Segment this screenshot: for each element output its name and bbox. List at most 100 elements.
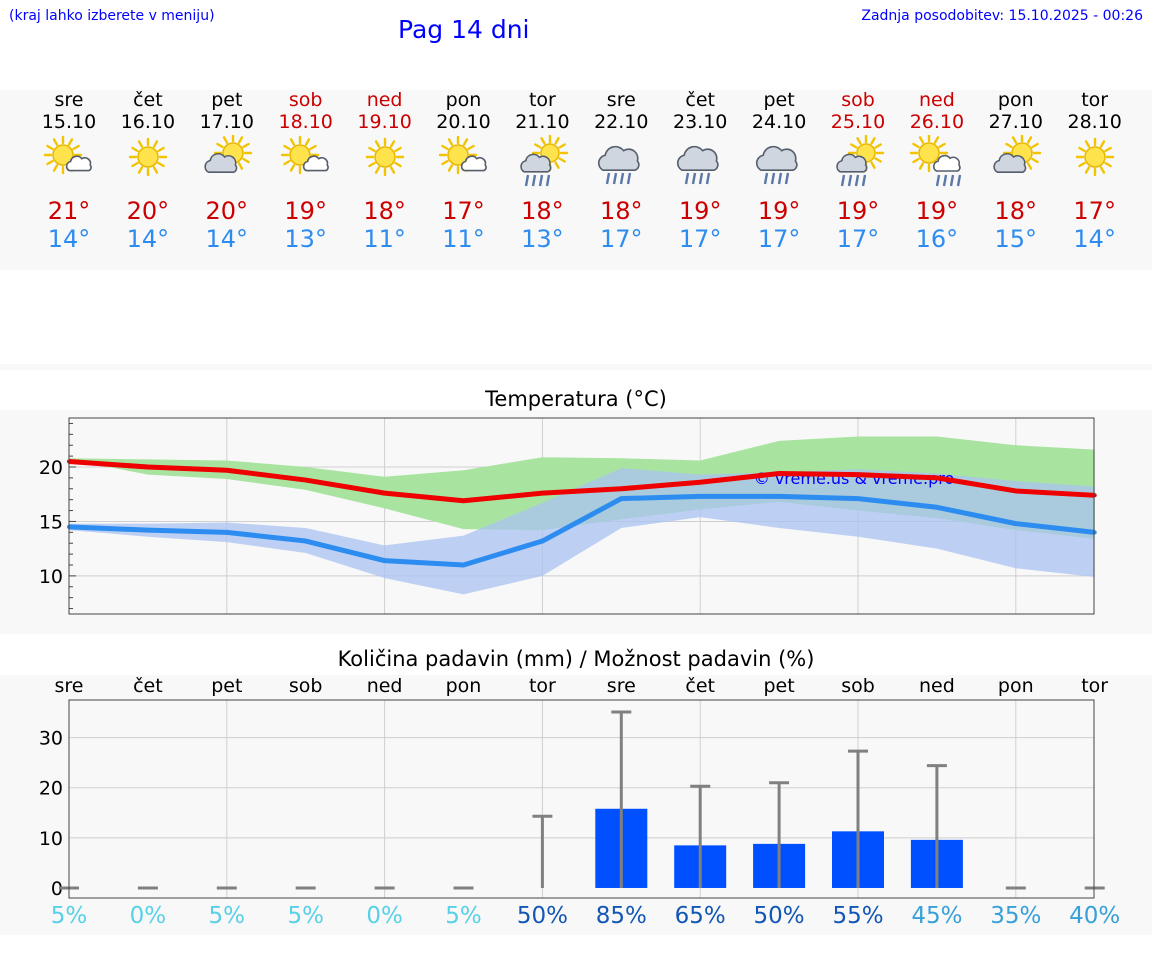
min-temperature: 11°: [442, 225, 485, 253]
min-temp-point: [698, 494, 703, 499]
min-temp-point: [934, 505, 939, 510]
day-date: 21.10: [515, 111, 570, 133]
min-temp-point: [224, 530, 229, 535]
min-temperature: 17°: [678, 225, 722, 253]
day-date: 23.10: [672, 111, 728, 133]
max-temperature: 18°: [363, 197, 406, 225]
precip-error-bar: [532, 814, 553, 888]
day-header: pet 24.10: [734, 88, 824, 132]
sun-icon: [1075, 137, 1114, 177]
precip-day-label: pon: [997, 675, 1034, 697]
day-date: 20.10: [436, 111, 491, 133]
section-divider: [0, 364, 1152, 370]
min-temperature: 15°: [994, 225, 1038, 253]
precip-error-bar: [611, 710, 632, 888]
precip-probability: 40%: [1069, 903, 1121, 929]
day-name: sob: [841, 89, 875, 111]
max-temperature: 18°: [521, 197, 564, 225]
precip-day-label: sre: [606, 675, 636, 697]
max-temp-point: [461, 498, 466, 503]
day-date: 15.10: [41, 111, 97, 133]
day-date: 28.10: [1067, 111, 1122, 133]
day-header: ned 19.10: [340, 88, 430, 132]
day-name: čet: [685, 89, 715, 111]
max-temp-line: [68, 459, 1095, 504]
day-date: 27.10: [988, 111, 1043, 133]
min-temp-point: [540, 539, 545, 544]
precip-day-label: čet: [133, 675, 163, 697]
max-temp-point: [856, 472, 860, 477]
min-temperature: 14°: [1073, 225, 1116, 253]
min-temperature: 13°: [521, 225, 564, 253]
min-temp-line: [68, 493, 1095, 568]
precip-probability: 0%: [129, 903, 167, 929]
max-temperature: 20°: [205, 197, 249, 225]
precipitation-chart-title: Količina padavin (mm) / Možnost padavin …: [337, 647, 815, 671]
day-name: sre: [54, 89, 84, 111]
max-temp-point: [540, 491, 545, 496]
precip-probability: 65%: [674, 903, 726, 929]
precip-error-bar: [769, 781, 790, 888]
location-hint: (kraj lahko izberete v meniju): [9, 8, 215, 24]
max-temp-point: [934, 475, 939, 480]
precip-day-label: tor: [1081, 675, 1109, 697]
day-name: pet: [763, 89, 795, 111]
min-temp-point: [382, 558, 387, 563]
cloud-sun-icon: [993, 135, 1041, 173]
precip-probability: 35%: [990, 903, 1042, 929]
day-header: ned 26.10: [892, 88, 982, 132]
precip-day-label: tor: [528, 675, 556, 697]
precip-probability: 85%: [595, 903, 647, 929]
day-name: sob: [288, 89, 323, 111]
day-name: ned: [918, 89, 955, 111]
precip-probability: 5%: [445, 903, 482, 929]
min-temperature: 16°: [915, 225, 959, 253]
precip-probability: 55%: [832, 903, 884, 929]
precip-probability: 0%: [366, 903, 403, 929]
day-date: 22.10: [594, 111, 649, 133]
cloud-rain-icon: [677, 145, 719, 185]
day-header: čet 23.10: [655, 88, 745, 132]
max-temperature: 19°: [757, 197, 801, 225]
day-header: tor 28.10: [1050, 88, 1140, 132]
last-update: Zadnja posodobitev: 15.10.2025 - 00:26: [861, 8, 1143, 24]
min-temperature: 17°: [600, 225, 643, 253]
day-header: pet 17.10: [182, 88, 272, 132]
precip-probability: 50%: [753, 903, 805, 929]
precip-day-label: ned: [366, 675, 403, 697]
sun-cloud-icon: [43, 135, 92, 175]
min-temp-point: [461, 563, 466, 567]
day-header: pon 27.10: [971, 88, 1061, 132]
precip-error-bar: [690, 784, 711, 888]
max-temp-point: [619, 486, 624, 491]
min-temp-point: [145, 528, 150, 533]
max-temp-point: [382, 491, 387, 496]
max-temperature: 21°: [47, 197, 91, 225]
precip-probability: 50%: [516, 903, 568, 929]
day-name: tor: [1081, 89, 1109, 111]
temp-y-tick: 10: [39, 566, 63, 588]
max-temperature: 18°: [994, 197, 1038, 225]
max-temp-point: [1013, 488, 1018, 493]
precip-plot-frame: [68, 699, 1095, 899]
min-temp-point: [303, 539, 308, 544]
precip-day-label: sob: [841, 675, 875, 697]
temp-y-tick: 20: [39, 457, 63, 479]
precip-day-label: sre: [54, 675, 84, 697]
day-name: tor: [528, 89, 556, 111]
day-name: sre: [606, 89, 636, 111]
min-temp-point: [856, 496, 860, 501]
min-temp-point: [619, 496, 624, 501]
cloud-rain-icon: [598, 145, 640, 185]
sun-rain-icon: [520, 135, 569, 187]
max-temp-point: [303, 478, 308, 483]
precip-probability: 5%: [208, 903, 246, 929]
precip-y-tick: 20: [39, 778, 63, 800]
max-temperature: 19°: [915, 197, 959, 225]
precip-error-bar: [848, 749, 868, 888]
day-date: 16.10: [120, 111, 176, 133]
max-temperature: 17°: [1073, 197, 1116, 225]
max-temp-point: [145, 465, 150, 469]
